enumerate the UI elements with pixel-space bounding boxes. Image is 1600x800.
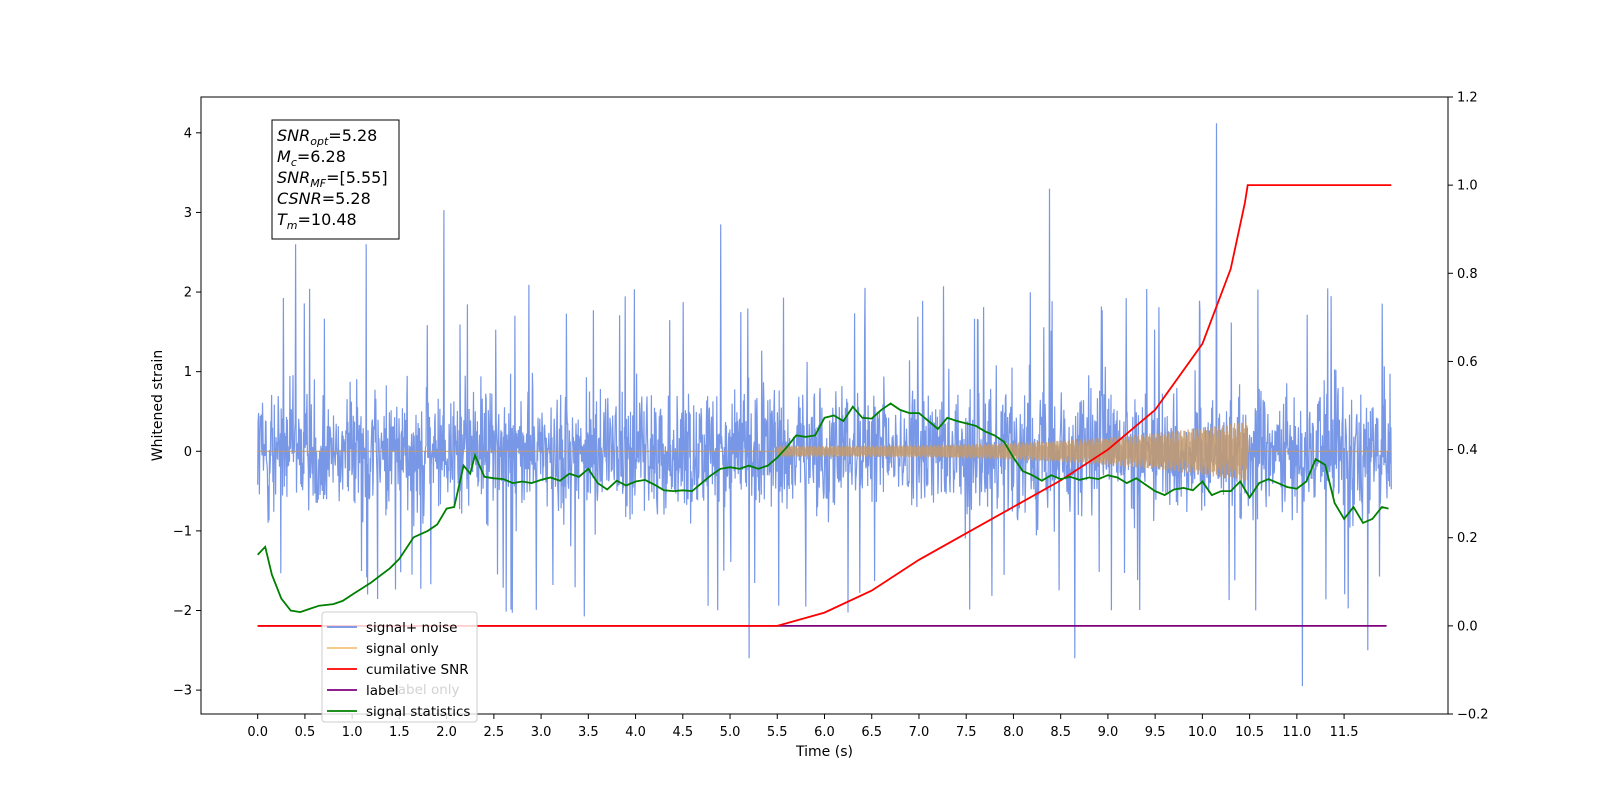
y-tick-label: 1 [184, 365, 192, 380]
y2-tick-label: 0.8 [1457, 267, 1478, 282]
x-tick-label: 9.0 [1098, 725, 1119, 740]
series-line-signal-statistics [257, 402, 1389, 614]
x-tick-label: 4.5 [672, 725, 693, 740]
x-tick-label: 7.0 [909, 725, 930, 740]
annotation-line: Mc=6.28 [277, 147, 346, 169]
y2-tick-label: 0.0 [1457, 619, 1478, 634]
annotation-line: SNRMF=[5.55] [277, 168, 388, 190]
y-tick-label: 2 [184, 286, 192, 301]
y-tick-label: −2 [173, 604, 192, 619]
x-tick-label: 4.0 [625, 725, 646, 740]
y2-tick-label: 0.4 [1457, 443, 1478, 458]
x-tick-label: 10.5 [1235, 725, 1264, 740]
x-tick-label: 9.5 [1145, 725, 1166, 740]
legend-entry-label: signal only [366, 641, 439, 657]
x-tick-label: 10.0 [1188, 725, 1217, 740]
x-tick-label: 5.0 [720, 725, 741, 740]
x-tick-label: 8.0 [1003, 725, 1024, 740]
legend-frame [321, 611, 478, 723]
x-tick-label: 1.0 [342, 725, 363, 740]
y2-tick-label: 1.0 [1457, 179, 1478, 194]
y-tick-label: 4 [184, 126, 192, 141]
x-tick-label: 2.5 [484, 725, 505, 740]
x-tick-label: 6.0 [814, 725, 835, 740]
y2-tick-label: 1.2 [1457, 91, 1478, 106]
axes-layer: 0.0 0.5 1.0 1.5 2.0 2.5 3.0 3.5 4.0 4.5 5.0 5.5 6.0 6… [150, 91, 1489, 761]
x-tick-label: 8.5 [1050, 725, 1071, 740]
legend-entry-label: label [366, 683, 399, 699]
y-tick-label: 0 [184, 445, 192, 460]
annotation-line: Tm=10.48 [277, 210, 357, 232]
x-tick-label: 7.5 [956, 725, 977, 740]
x-tick-label: 5.5 [767, 725, 788, 740]
y-tick-label: −3 [173, 684, 192, 699]
x-tick-label: 0.0 [247, 725, 268, 740]
x-tick-label: 11.5 [1330, 725, 1359, 740]
annotation-line: SNRopt=5.28 [277, 126, 377, 148]
series-line-signal-only [257, 421, 1392, 481]
y2-tick-label: 0.6 [1457, 355, 1478, 370]
legend-entry-label: cumilative SNR [366, 662, 469, 678]
x-tick-label: 1.5 [389, 725, 410, 740]
legend-entry-label: signal statistics [366, 704, 470, 720]
y2-tick-label: 0.2 [1457, 531, 1478, 546]
x-axis-label: Time (s) [795, 744, 853, 760]
x-tick-label: 3.0 [531, 725, 552, 740]
series-line-cumulative-snr [257, 184, 1392, 627]
series-line-signal-noise [257, 123, 1392, 687]
x-tick-label: 0.5 [295, 725, 316, 740]
y-axis-label: Whitened strain [150, 350, 166, 461]
y2-tick-label: −0.2 [1457, 708, 1489, 723]
x-tick-label: 11.0 [1282, 725, 1311, 740]
annotation-line: CSNR=5.28 [277, 189, 371, 208]
x-tick-label: 6.5 [861, 725, 882, 740]
y-tick-label: −1 [173, 524, 192, 539]
x-tick-label: 3.5 [578, 725, 599, 740]
x-tick-label: 2.0 [436, 725, 457, 740]
legend-entry-label: signal+ noise [366, 620, 457, 636]
y-tick-label: 3 [184, 206, 192, 221]
